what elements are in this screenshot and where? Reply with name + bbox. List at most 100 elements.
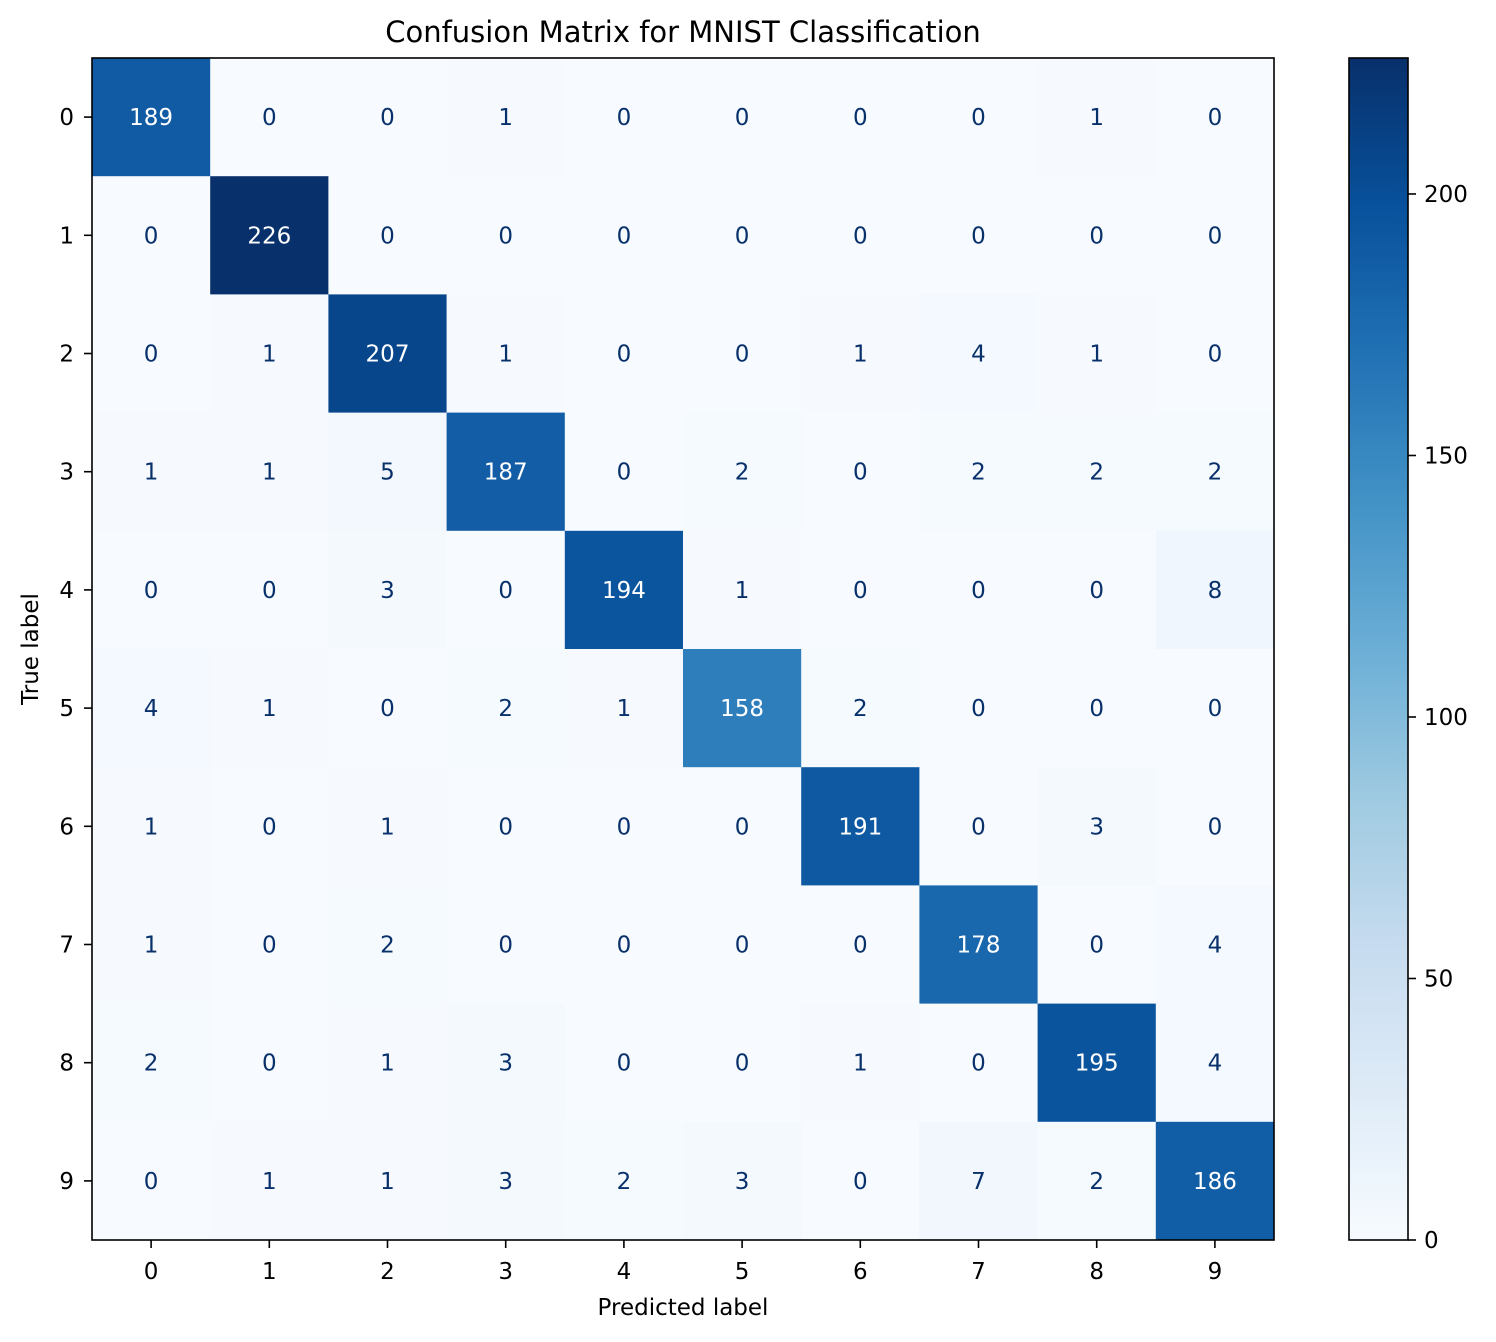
cell-value-label: 1 — [735, 578, 750, 604]
heatmap-cell — [92, 412, 211, 532]
cell-value-label: 187 — [484, 460, 528, 486]
heatmap-cell — [446, 885, 566, 1005]
cell-value-label: 0 — [498, 814, 513, 840]
heatmap-cell — [683, 767, 802, 886]
cell-value-label: 1 — [1089, 342, 1104, 368]
x-tick-label: 5 — [735, 1259, 750, 1285]
cell-value-label: 1 — [380, 1169, 395, 1195]
heatmap-cell — [210, 1003, 329, 1123]
cell-value-label: 0 — [853, 933, 868, 959]
cell-value-label: 8 — [1208, 578, 1223, 604]
heatmap-cell — [801, 530, 920, 650]
cell-value-label: 0 — [735, 814, 750, 840]
cell-value-label: 158 — [720, 696, 764, 722]
heatmap-cell — [446, 58, 566, 177]
heatmap-cell — [210, 412, 329, 532]
heatmap-cell — [446, 530, 566, 650]
heatmap-cell — [919, 767, 1039, 886]
heatmap-cell — [328, 412, 448, 532]
cell-value-label: 0 — [1089, 933, 1104, 959]
heatmap-cell — [1155, 649, 1275, 768]
heatmap-cell — [210, 649, 329, 768]
heatmap-cell — [1037, 649, 1157, 768]
heatmap-cell — [92, 58, 211, 177]
cell-value-label: 2 — [617, 1169, 632, 1195]
cell-value-label: 1 — [144, 814, 159, 840]
cell-value-label: 0 — [617, 342, 632, 368]
heatmap-cell — [564, 649, 684, 768]
y-tick-label: 9 — [59, 1169, 74, 1195]
heatmap-cell — [1155, 58, 1275, 177]
heatmap-cell — [328, 176, 448, 295]
heatmap-cell — [801, 412, 920, 532]
cell-value-label: 0 — [380, 223, 395, 249]
heatmap-cell — [92, 767, 211, 886]
heatmap-cell — [446, 1121, 566, 1241]
heatmap-cell — [92, 1003, 211, 1123]
cell-value-label: 2 — [1208, 460, 1223, 486]
cell-value-label: 0 — [617, 105, 632, 131]
cell-value-label: 1 — [853, 1051, 868, 1077]
cell-value-label: 1 — [262, 460, 277, 486]
cell-value-label: 0 — [617, 223, 632, 249]
cell-value-label: 0 — [971, 578, 986, 604]
y-tick-label: 2 — [59, 342, 74, 368]
heatmap-cell — [919, 1121, 1039, 1241]
cell-value-label: 186 — [1193, 1169, 1237, 1195]
heatmap-cell — [919, 1003, 1039, 1123]
colorbar-tick-label: 50 — [1424, 966, 1453, 992]
cell-value-label: 0 — [380, 105, 395, 131]
cell-value-label: 195 — [1075, 1051, 1119, 1077]
heatmap-cell — [328, 885, 448, 1005]
heatmap-cell — [210, 294, 329, 414]
cell-value-label: 0 — [735, 1051, 750, 1077]
cell-value-label: 0 — [1208, 223, 1223, 249]
cell-value-label: 1 — [380, 814, 395, 840]
heatmap-cell — [446, 649, 566, 768]
heatmap-cell — [801, 1003, 920, 1123]
heatmap-cell — [92, 1121, 211, 1241]
heatmap-cell — [92, 176, 211, 295]
cell-value-label: 0 — [262, 1051, 277, 1077]
heatmap-cell — [210, 58, 329, 177]
cell-value-label: 0 — [144, 578, 159, 604]
heatmap-cell — [564, 58, 684, 177]
heatmap-cell — [1155, 767, 1275, 886]
heatmap-cell — [919, 294, 1039, 414]
y-tick-label: 5 — [59, 696, 74, 722]
heatmap-cell — [1037, 885, 1157, 1005]
cell-value-label: 194 — [602, 578, 646, 604]
cell-value-label: 0 — [853, 578, 868, 604]
cell-value-label: 1 — [498, 105, 513, 131]
cell-value-label: 1 — [498, 342, 513, 368]
colorbar-ticks: 0 50 100 150 200 — [1408, 182, 1468, 1254]
cell-value-label: 0 — [617, 814, 632, 840]
colorbar: 0 50 100 150 200 — [1348, 57, 1468, 1254]
cell-value-label: 226 — [247, 223, 291, 249]
cell-value-label: 4 — [1208, 1051, 1223, 1077]
heatmap-cell — [801, 294, 920, 414]
heatmap-cell — [683, 412, 802, 532]
heatmap-cell — [564, 885, 684, 1005]
cell-value-label: 1 — [262, 1169, 277, 1195]
heatmap-cell — [564, 530, 684, 650]
cell-value-label: 2 — [853, 696, 868, 722]
cell-value-label: 189 — [129, 105, 173, 131]
heatmap-cell — [328, 58, 448, 177]
cell-value-label: 7 — [971, 1169, 986, 1195]
heatmap-cell — [446, 1003, 566, 1123]
colorbar-gradient — [1349, 58, 1408, 1240]
cell-value-label: 2 — [735, 460, 750, 486]
x-tick-label: 9 — [1208, 1259, 1223, 1285]
x-tick-label: 2 — [380, 1259, 395, 1285]
heatmap-cell — [564, 176, 684, 295]
heatmap-cell — [210, 1121, 329, 1241]
y-tick-label: 4 — [59, 578, 74, 604]
heatmap-cell — [1155, 885, 1275, 1005]
cell-value-label: 0 — [1208, 342, 1223, 368]
y-axis-label: True label — [18, 593, 44, 706]
heatmap-cell — [801, 767, 920, 886]
heatmap-cell — [328, 530, 448, 650]
cell-value-label: 5 — [380, 460, 395, 486]
